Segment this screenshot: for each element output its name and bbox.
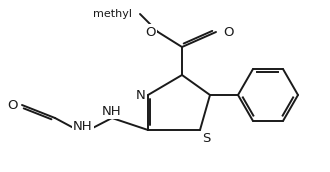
Text: H: H xyxy=(82,120,90,132)
Text: O: O xyxy=(223,25,234,39)
Text: NH: NH xyxy=(73,120,93,132)
Text: N: N xyxy=(136,89,146,101)
Text: O: O xyxy=(146,25,156,39)
Text: methyl: methyl xyxy=(93,9,132,19)
Text: S: S xyxy=(202,132,211,145)
Text: NH: NH xyxy=(102,105,122,117)
Text: O: O xyxy=(8,99,18,111)
Text: H: H xyxy=(112,105,120,119)
